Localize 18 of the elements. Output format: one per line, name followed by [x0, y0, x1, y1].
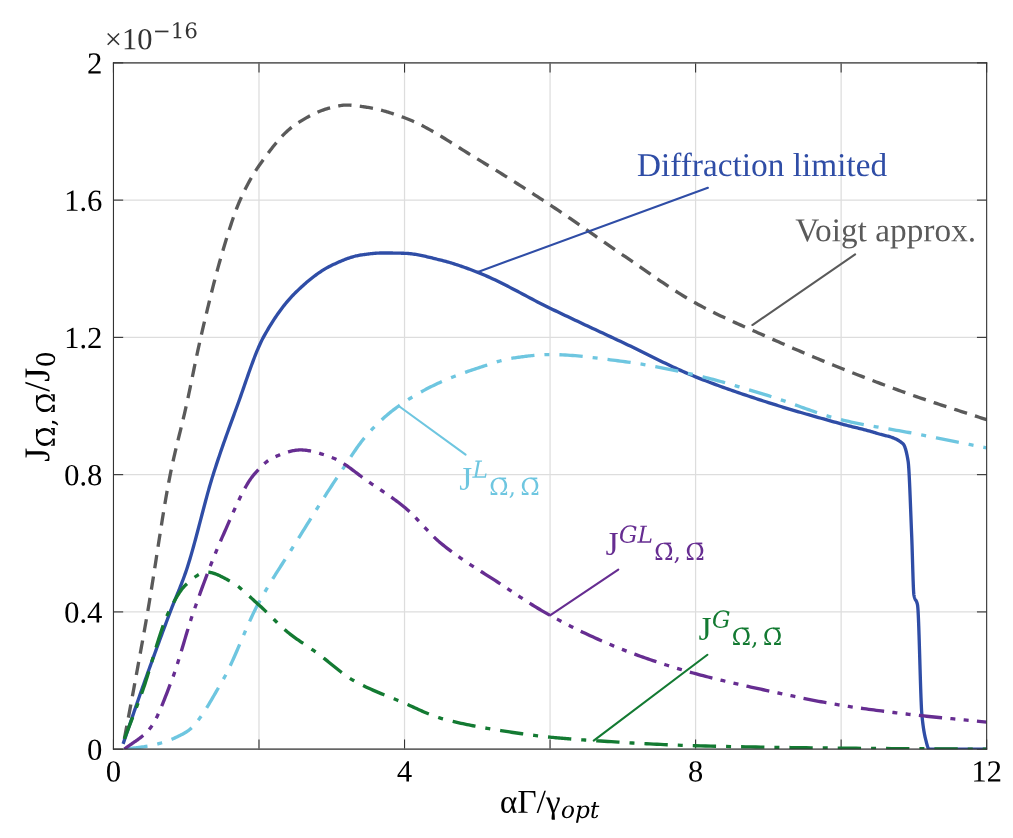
x-tick-label: 4: [397, 761, 412, 782]
x-tick-label: 8: [689, 761, 703, 782]
y-tick-label: 1.2: [66, 327, 101, 349]
y-tick-label: 0.4: [65, 602, 102, 623]
y-tick-label: 2: [88, 53, 101, 74]
y-tick-label: 0.8: [65, 464, 102, 486]
text: ×10$^{−16}$: [107, 22, 197, 50]
x-tick-label: 0: [106, 761, 120, 782]
annotation: J$^{G}$$_{Ω̄,Ω̄}$: [699, 610, 781, 649]
y-axis-title: J$_{Ω̄,Ω̄}$/J$_{0}$: [25, 352, 59, 462]
annotation: Diffraction limited: [637, 152, 887, 177]
x-axis-title: αΓ/γ$_{opt}$: [501, 790, 600, 823]
annotation: J$^{GL}$$_{Ω̄,Ω̄}$: [606, 525, 704, 564]
y-tick-label: 1.6: [66, 190, 102, 212]
y-tick-label: 0: [88, 739, 102, 761]
annotation: J$^{L}$$_{Ω̄,Ω̄}$: [459, 460, 539, 499]
x-tick-label: 12: [974, 761, 1001, 782]
annotation: Voigt approx.: [795, 219, 974, 249]
